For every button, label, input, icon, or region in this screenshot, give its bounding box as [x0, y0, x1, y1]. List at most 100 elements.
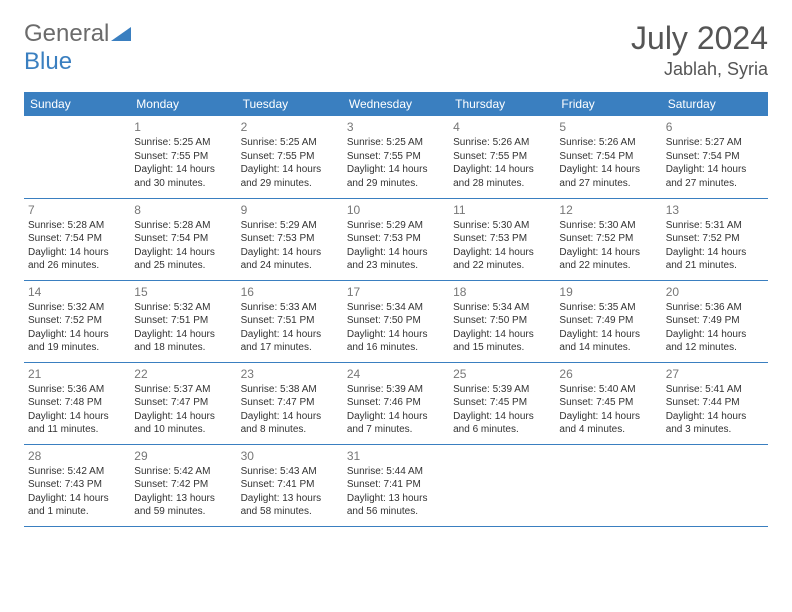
sunrise-line: Sunrise: 5:25 AM [134, 136, 232, 150]
calendar-day-cell: 3Sunrise: 5:25 AMSunset: 7:55 PMDaylight… [343, 116, 449, 198]
day-number: 26 [559, 366, 657, 382]
sunset-line: Sunset: 7:45 PM [559, 396, 657, 410]
calendar-table: SundayMondayTuesdayWednesdayThursdayFrid… [24, 92, 768, 527]
calendar-day-cell: 18Sunrise: 5:34 AMSunset: 7:50 PMDayligh… [449, 280, 555, 362]
day-number: 4 [453, 119, 551, 135]
calendar-day-cell: 7Sunrise: 5:28 AMSunset: 7:54 PMDaylight… [24, 198, 130, 280]
daylight-line: Daylight: 14 hours and 3 minutes. [666, 410, 764, 437]
calendar-week-row: 7Sunrise: 5:28 AMSunset: 7:54 PMDaylight… [24, 198, 768, 280]
calendar-empty-cell [24, 116, 130, 198]
daylight-line: Daylight: 13 hours and 58 minutes. [241, 492, 339, 519]
sunrise-line: Sunrise: 5:42 AM [134, 465, 232, 479]
sunset-line: Sunset: 7:50 PM [453, 314, 551, 328]
day-number: 3 [347, 119, 445, 135]
daylight-line: Daylight: 14 hours and 29 minutes. [241, 163, 339, 190]
daylight-line: Daylight: 14 hours and 11 minutes. [28, 410, 126, 437]
daylight-line: Daylight: 14 hours and 23 minutes. [347, 246, 445, 273]
daylight-line: Daylight: 14 hours and 24 minutes. [241, 246, 339, 273]
sunset-line: Sunset: 7:50 PM [347, 314, 445, 328]
sunrise-line: Sunrise: 5:30 AM [559, 219, 657, 233]
calendar-day-cell: 21Sunrise: 5:36 AMSunset: 7:48 PMDayligh… [24, 362, 130, 444]
sunset-line: Sunset: 7:52 PM [28, 314, 126, 328]
sunrise-line: Sunrise: 5:32 AM [134, 301, 232, 315]
calendar-day-cell: 13Sunrise: 5:31 AMSunset: 7:52 PMDayligh… [662, 198, 768, 280]
sunrise-line: Sunrise: 5:38 AM [241, 383, 339, 397]
sunrise-line: Sunrise: 5:31 AM [666, 219, 764, 233]
calendar-day-cell: 23Sunrise: 5:38 AMSunset: 7:47 PMDayligh… [237, 362, 343, 444]
daylight-line: Daylight: 14 hours and 21 minutes. [666, 246, 764, 273]
sunset-line: Sunset: 7:41 PM [347, 478, 445, 492]
daylight-line: Daylight: 14 hours and 27 minutes. [559, 163, 657, 190]
calendar-day-cell: 30Sunrise: 5:43 AMSunset: 7:41 PMDayligh… [237, 444, 343, 526]
sunrise-line: Sunrise: 5:39 AM [347, 383, 445, 397]
daylight-line: Daylight: 14 hours and 25 minutes. [134, 246, 232, 273]
sunset-line: Sunset: 7:55 PM [347, 150, 445, 164]
day-number: 28 [28, 448, 126, 464]
sunrise-line: Sunrise: 5:37 AM [134, 383, 232, 397]
daylight-line: Daylight: 14 hours and 29 minutes. [347, 163, 445, 190]
day-number: 11 [453, 202, 551, 218]
calendar-day-cell: 10Sunrise: 5:29 AMSunset: 7:53 PMDayligh… [343, 198, 449, 280]
calendar-day-cell: 24Sunrise: 5:39 AMSunset: 7:46 PMDayligh… [343, 362, 449, 444]
location: Jablah, Syria [631, 59, 768, 80]
calendar-day-cell: 19Sunrise: 5:35 AMSunset: 7:49 PMDayligh… [555, 280, 661, 362]
day-number: 25 [453, 366, 551, 382]
daylight-line: Daylight: 14 hours and 22 minutes. [559, 246, 657, 273]
calendar-day-cell: 14Sunrise: 5:32 AMSunset: 7:52 PMDayligh… [24, 280, 130, 362]
brand-part2: Blue [24, 48, 72, 75]
day-number: 6 [666, 119, 764, 135]
day-number: 18 [453, 284, 551, 300]
brand-text: GeneralBlue [24, 20, 131, 76]
sunset-line: Sunset: 7:51 PM [134, 314, 232, 328]
calendar-day-cell: 11Sunrise: 5:30 AMSunset: 7:53 PMDayligh… [449, 198, 555, 280]
calendar-day-cell: 8Sunrise: 5:28 AMSunset: 7:54 PMDaylight… [130, 198, 236, 280]
daylight-line: Daylight: 14 hours and 6 minutes. [453, 410, 551, 437]
sunrise-line: Sunrise: 5:35 AM [559, 301, 657, 315]
calendar-day-cell: 16Sunrise: 5:33 AMSunset: 7:51 PMDayligh… [237, 280, 343, 362]
sunrise-line: Sunrise: 5:26 AM [559, 136, 657, 150]
daylight-line: Daylight: 14 hours and 16 minutes. [347, 328, 445, 355]
brand-part1: General [24, 20, 109, 47]
sunrise-line: Sunrise: 5:27 AM [666, 136, 764, 150]
sunset-line: Sunset: 7:46 PM [347, 396, 445, 410]
day-number: 22 [134, 366, 232, 382]
sunset-line: Sunset: 7:41 PM [241, 478, 339, 492]
daylight-line: Daylight: 14 hours and 18 minutes. [134, 328, 232, 355]
calendar-week-row: 14Sunrise: 5:32 AMSunset: 7:52 PMDayligh… [24, 280, 768, 362]
sunrise-line: Sunrise: 5:30 AM [453, 219, 551, 233]
daylight-line: Daylight: 14 hours and 19 minutes. [28, 328, 126, 355]
sunset-line: Sunset: 7:55 PM [241, 150, 339, 164]
daylight-line: Daylight: 14 hours and 1 minute. [28, 492, 126, 519]
weekday-header: Wednesday [343, 92, 449, 116]
daylight-line: Daylight: 14 hours and 22 minutes. [453, 246, 551, 273]
day-number: 20 [666, 284, 764, 300]
calendar-day-cell: 1Sunrise: 5:25 AMSunset: 7:55 PMDaylight… [130, 116, 236, 198]
weekday-header: Thursday [449, 92, 555, 116]
sunrise-line: Sunrise: 5:29 AM [241, 219, 339, 233]
sunset-line: Sunset: 7:55 PM [453, 150, 551, 164]
daylight-line: Daylight: 14 hours and 26 minutes. [28, 246, 126, 273]
day-number: 5 [559, 119, 657, 135]
day-number: 15 [134, 284, 232, 300]
day-number: 12 [559, 202, 657, 218]
calendar-day-cell: 27Sunrise: 5:41 AMSunset: 7:44 PMDayligh… [662, 362, 768, 444]
month-year: July 2024 [631, 20, 768, 57]
sunrise-line: Sunrise: 5:26 AM [453, 136, 551, 150]
sunset-line: Sunset: 7:49 PM [559, 314, 657, 328]
calendar-day-cell: 5Sunrise: 5:26 AMSunset: 7:54 PMDaylight… [555, 116, 661, 198]
day-number: 17 [347, 284, 445, 300]
daylight-line: Daylight: 14 hours and 10 minutes. [134, 410, 232, 437]
daylight-line: Daylight: 14 hours and 8 minutes. [241, 410, 339, 437]
sunset-line: Sunset: 7:54 PM [559, 150, 657, 164]
sunset-line: Sunset: 7:47 PM [134, 396, 232, 410]
calendar-week-row: 1Sunrise: 5:25 AMSunset: 7:55 PMDaylight… [24, 116, 768, 198]
day-number: 13 [666, 202, 764, 218]
sunrise-line: Sunrise: 5:28 AM [28, 219, 126, 233]
calendar-day-cell: 22Sunrise: 5:37 AMSunset: 7:47 PMDayligh… [130, 362, 236, 444]
calendar-day-cell: 17Sunrise: 5:34 AMSunset: 7:50 PMDayligh… [343, 280, 449, 362]
daylight-line: Daylight: 14 hours and 30 minutes. [134, 163, 232, 190]
calendar-week-row: 28Sunrise: 5:42 AMSunset: 7:43 PMDayligh… [24, 444, 768, 526]
sunrise-line: Sunrise: 5:34 AM [453, 301, 551, 315]
daylight-line: Daylight: 14 hours and 14 minutes. [559, 328, 657, 355]
sunset-line: Sunset: 7:54 PM [134, 232, 232, 246]
